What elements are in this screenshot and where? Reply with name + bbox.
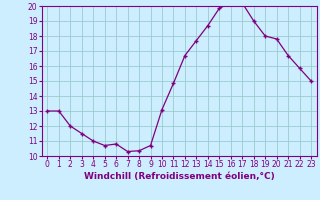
X-axis label: Windchill (Refroidissement éolien,°C): Windchill (Refroidissement éolien,°C)	[84, 172, 275, 181]
